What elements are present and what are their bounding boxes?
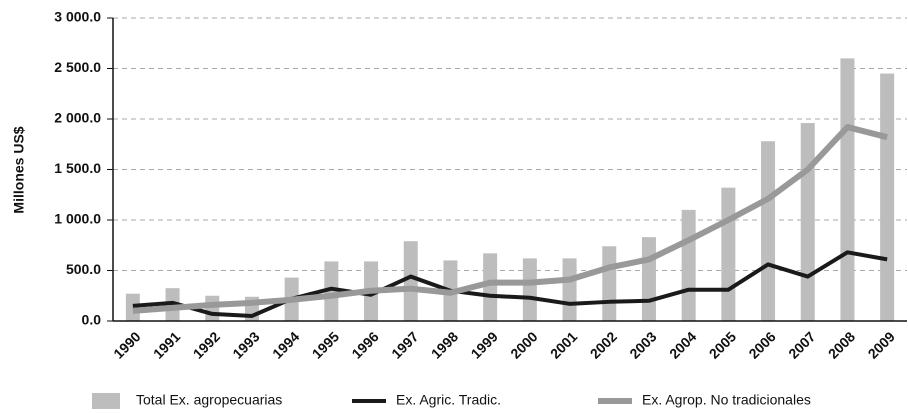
bar [761,141,776,321]
x-tick-label: 2001 [547,328,580,361]
bar [721,187,736,321]
line [132,124,888,314]
line [132,250,888,318]
x-tick-label: 1997 [388,328,421,361]
x-tick-label: 2008 [825,328,858,361]
bar [840,58,855,322]
x-tick-label: 2006 [745,328,778,361]
x-tick-label: 1992 [190,328,223,361]
bar [483,253,498,321]
x-tick-label: 1994 [269,328,302,361]
legend-label: Ex. Agric. Tradic. [396,392,501,408]
x-tick-label: 2007 [785,328,818,361]
bar [562,258,577,321]
bar [522,258,537,321]
y-tick-label: 2 000.0 [54,110,101,126]
bar [681,209,696,321]
bar [125,293,140,321]
x-tick-label: 1990 [110,328,143,361]
bar [800,123,815,321]
legend-label: Ex. Agrop. No tradicionales [642,392,811,408]
y-tick-label: 2 500.0 [54,59,101,75]
y-tick-label: 1 000.0 [54,211,101,227]
x-tick-label: 2005 [706,328,739,361]
x-tick-label: 2003 [626,328,659,361]
x-tick-label: 2004 [666,328,699,361]
x-tick-label: 1996 [348,328,381,361]
x-tick-label: 2000 [507,328,540,361]
legend-label: Total Ex. agropecuarias [136,392,282,408]
legend-swatch [92,393,120,409]
bar [403,241,418,321]
x-tick-label: 2002 [587,328,620,361]
y-tick-label: 3 000.0 [54,9,101,25]
y-tick-label: 500.0 [66,261,101,277]
x-tick-label: 1995 [309,328,342,361]
x-tick-label: 1991 [150,328,183,361]
y-axis-label: Millones US$ [11,126,27,213]
x-tick-label: 1993 [229,328,262,361]
bar [880,73,895,321]
y-tick-label: 1 500.0 [54,160,101,176]
bar [641,237,656,321]
bar [602,246,617,321]
x-tick-label: 2009 [865,328,898,361]
bar [205,295,220,321]
bar [324,261,339,321]
y-tick-label: 0.0 [82,312,102,328]
x-tick-label: 1998 [428,328,461,361]
x-tick-label: 1999 [468,328,501,361]
